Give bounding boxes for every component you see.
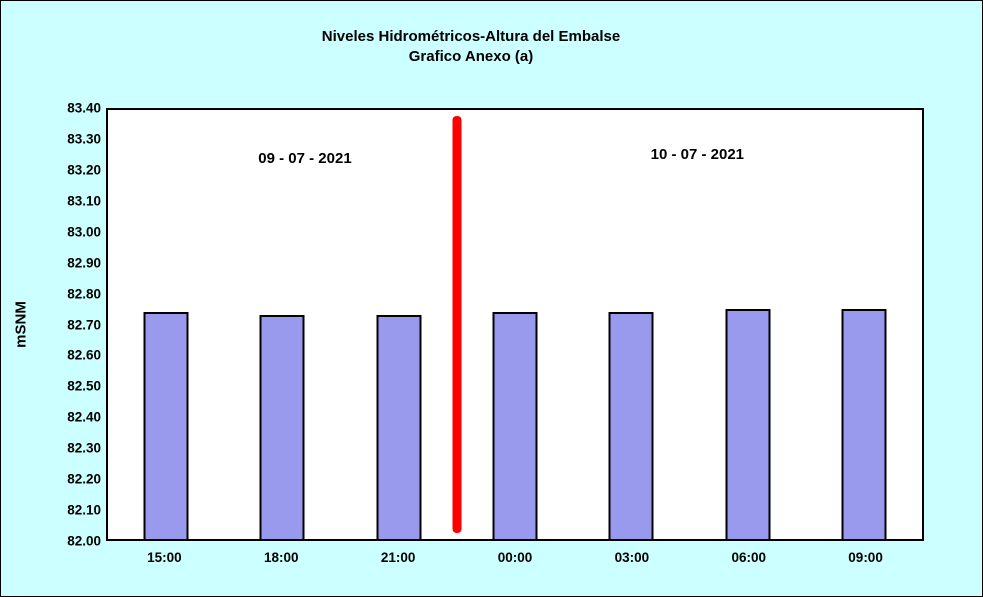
date-divider-line: [452, 116, 462, 533]
chart-title: Niveles Hidrométricos-Altura del Embalse…: [1, 27, 941, 68]
bar: [143, 312, 189, 539]
y-tick-label: 82.50: [67, 378, 101, 394]
y-tick-label: 82.30: [67, 440, 101, 456]
x-tick-label: 09:00: [848, 550, 883, 565]
y-tick-label: 82.80: [67, 286, 101, 302]
bar: [376, 315, 422, 539]
y-tick-label: 82.90: [67, 255, 101, 271]
x-tick-label: 00:00: [497, 550, 533, 565]
y-tick-label: 82.70: [67, 317, 101, 332]
y-tick-label: 83.40: [67, 100, 101, 116]
bar: [492, 312, 538, 539]
y-tick-label: 82.10: [67, 502, 101, 518]
x-tick-label: 06:00: [731, 550, 766, 565]
x-tick-label: 15:00: [147, 550, 182, 565]
x-tick-label: 18:00: [264, 550, 299, 565]
y-tick-label: 83.30: [67, 131, 101, 147]
y-tick-label: 82.20: [67, 471, 101, 487]
y-axis-title: mSNM: [12, 301, 30, 348]
plot-area: 09 - 07 - 2021 10 - 07 - 2021: [106, 108, 924, 541]
bar: [259, 315, 305, 539]
y-axis-tick-labels: 83.40 83.30 83.20 83.10 83.00 82.90 82.80 82.70…: [43, 101, 101, 549]
chart-title-line1: Niveles Hidrométricos-Altura del Embalse: [321, 28, 621, 45]
y-tick-label: 83.00: [67, 224, 101, 240]
x-tick-label: 03:00: [614, 550, 650, 565]
chart-title-line2: Grafico Anexo (a): [408, 48, 534, 66]
y-tick-label: 82.40: [67, 409, 101, 425]
bar: [725, 309, 771, 539]
date-annotation-left: 09 - 07 - 2021: [258, 150, 352, 167]
bar: [608, 312, 654, 539]
x-tick-label: 21:00: [380, 550, 416, 565]
date-annotation-right: 10 - 07 - 2021: [650, 146, 745, 163]
bar: [841, 309, 887, 539]
y-tick-label: 83.10: [67, 193, 101, 209]
y-tick-label: 83.20: [67, 162, 101, 178]
y-tick-label: 82.00: [67, 533, 101, 549]
y-tick-label: 82.60: [67, 347, 101, 363]
x-axis-tick-labels: 15:00 18:00 21:00 00:00 03:00 06:00 09:00: [106, 550, 924, 574]
